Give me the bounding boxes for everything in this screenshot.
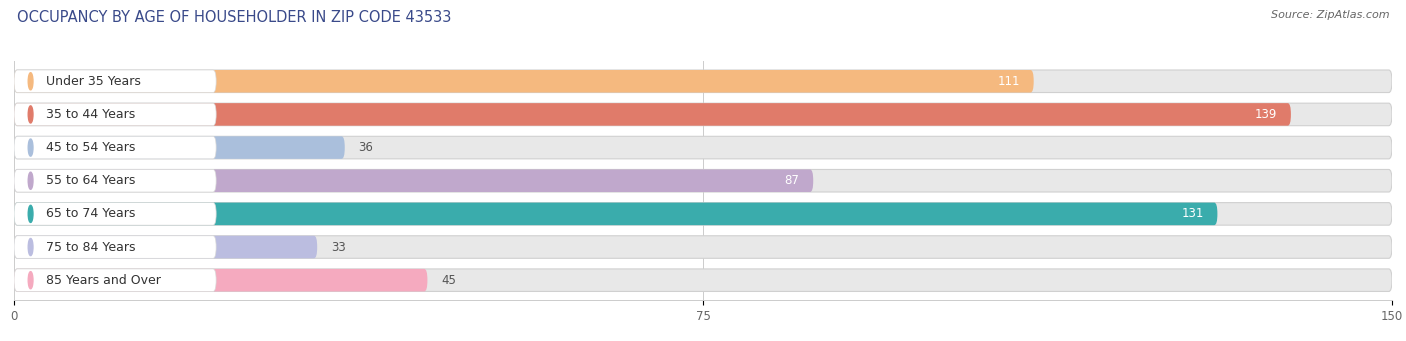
FancyBboxPatch shape [14,169,217,192]
FancyBboxPatch shape [14,136,344,159]
Circle shape [28,106,32,123]
FancyBboxPatch shape [14,236,217,258]
FancyBboxPatch shape [14,236,1392,258]
Text: 33: 33 [330,240,346,254]
Text: Source: ZipAtlas.com: Source: ZipAtlas.com [1271,10,1389,20]
FancyBboxPatch shape [14,203,1392,225]
Circle shape [28,139,32,156]
FancyBboxPatch shape [14,269,217,292]
Circle shape [28,205,32,222]
Text: 131: 131 [1181,207,1204,220]
FancyBboxPatch shape [14,203,1218,225]
Text: 87: 87 [785,174,800,187]
Circle shape [28,272,32,289]
Text: 65 to 74 Years: 65 to 74 Years [46,207,135,220]
Text: 35 to 44 Years: 35 to 44 Years [46,108,135,121]
Text: 75 to 84 Years: 75 to 84 Years [46,240,136,254]
Text: 139: 139 [1254,108,1277,121]
FancyBboxPatch shape [14,103,1291,126]
FancyBboxPatch shape [14,103,217,126]
Text: 45 to 54 Years: 45 to 54 Years [46,141,135,154]
FancyBboxPatch shape [14,169,1392,192]
Circle shape [28,73,32,90]
Text: Under 35 Years: Under 35 Years [46,75,141,88]
FancyBboxPatch shape [14,70,217,92]
FancyBboxPatch shape [14,169,813,192]
FancyBboxPatch shape [14,236,318,258]
Text: 111: 111 [997,75,1019,88]
Text: 36: 36 [359,141,374,154]
Text: 85 Years and Over: 85 Years and Over [46,274,162,287]
FancyBboxPatch shape [14,269,427,292]
Text: 45: 45 [441,274,456,287]
FancyBboxPatch shape [14,136,217,159]
FancyBboxPatch shape [14,203,217,225]
FancyBboxPatch shape [14,70,1392,92]
Text: 55 to 64 Years: 55 to 64 Years [46,174,135,187]
FancyBboxPatch shape [14,269,1392,292]
FancyBboxPatch shape [14,103,1392,126]
FancyBboxPatch shape [14,70,1033,92]
Text: OCCUPANCY BY AGE OF HOUSEHOLDER IN ZIP CODE 43533: OCCUPANCY BY AGE OF HOUSEHOLDER IN ZIP C… [17,10,451,25]
FancyBboxPatch shape [14,136,1392,159]
Circle shape [28,172,32,189]
Circle shape [28,238,32,256]
